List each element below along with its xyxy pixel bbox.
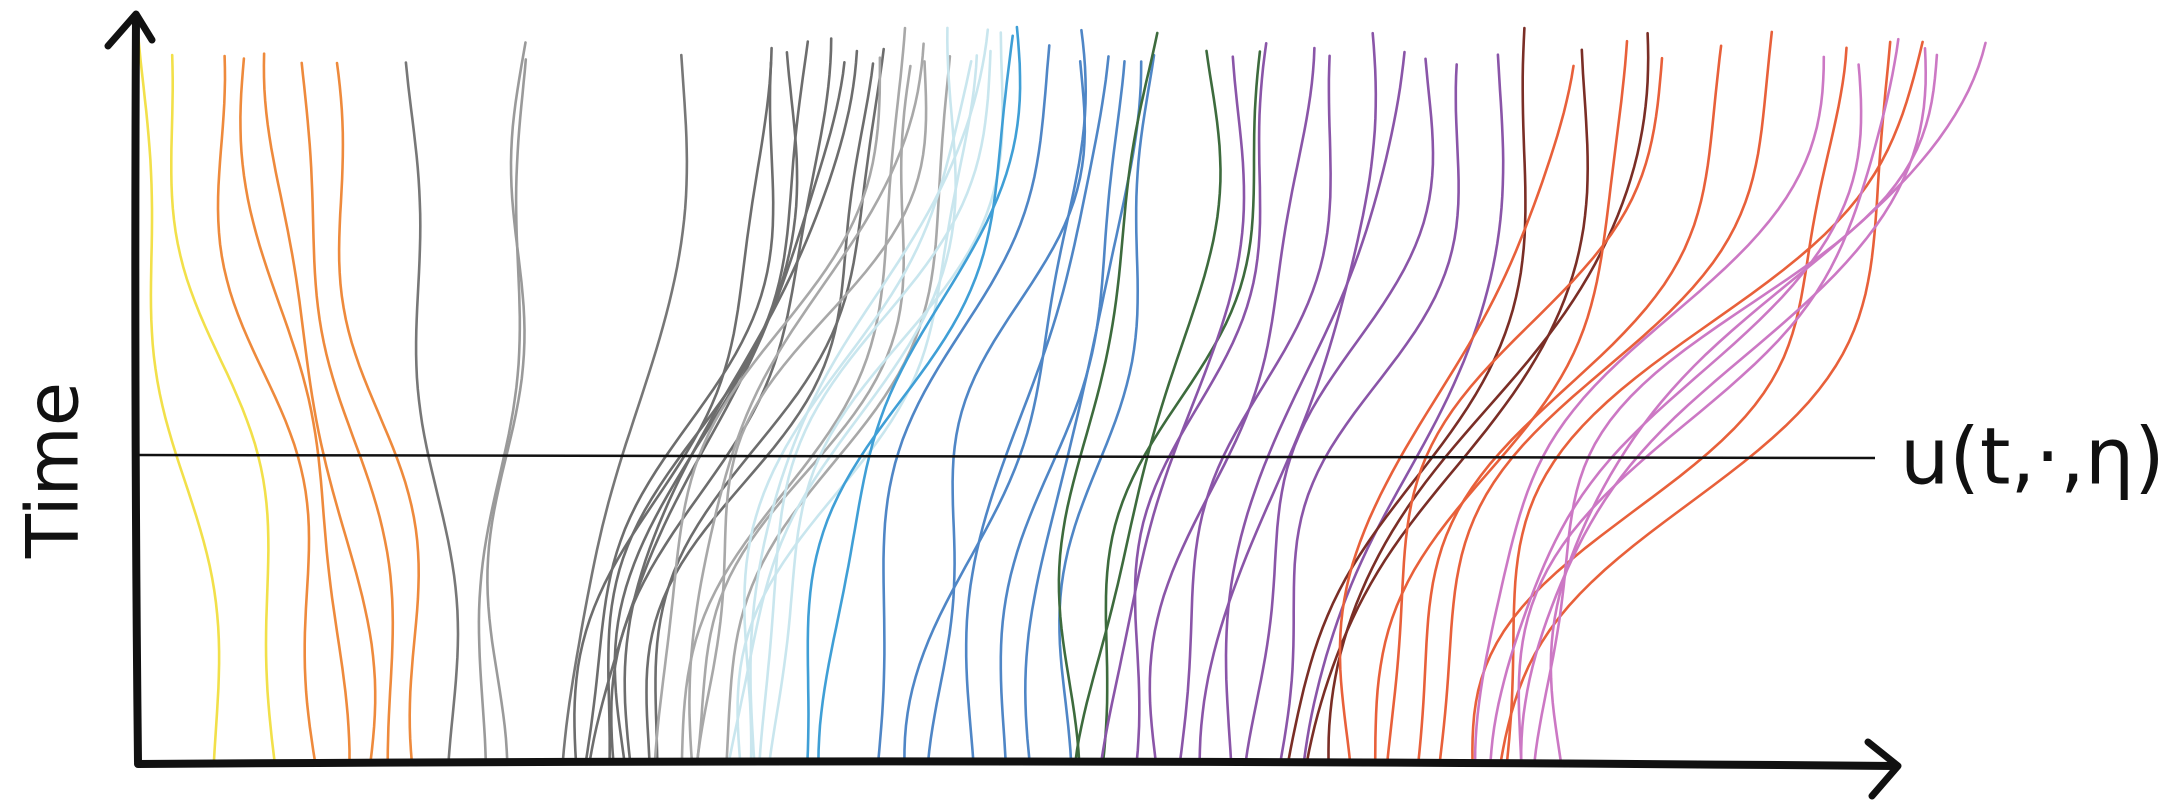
page: {"axes": {"y_label": "Time", "x_label": … xyxy=(0,0,2161,811)
trajectory xyxy=(1535,55,1937,762)
x-axis-label: u(t,·,η) xyxy=(1900,412,2161,502)
trajectory xyxy=(1375,41,1627,762)
trajectory xyxy=(744,61,971,762)
trajectory xyxy=(697,66,910,762)
y-axis-arrow xyxy=(108,14,152,46)
trajectory xyxy=(137,25,219,762)
trajectory xyxy=(1501,42,1891,762)
trajectory xyxy=(1418,46,1721,762)
x-axis xyxy=(138,761,1895,766)
trajectory xyxy=(337,63,419,762)
trajectory xyxy=(590,52,798,762)
trajectory xyxy=(1304,55,1503,762)
trajectory xyxy=(818,27,1020,762)
trajectory xyxy=(904,30,1085,762)
trajectory xyxy=(1103,52,1260,763)
trajectory xyxy=(487,43,525,763)
y-axis xyxy=(135,16,138,762)
trajectory xyxy=(171,55,274,762)
trajectory xyxy=(647,64,874,762)
trajectory xyxy=(1440,32,1772,762)
trajectory xyxy=(1519,39,1899,762)
trajectory xyxy=(1475,57,1824,762)
trajectories xyxy=(137,25,1985,762)
trajectory xyxy=(1507,42,1923,762)
y-axis-label: Time xyxy=(11,382,95,559)
sketch: Time u(t,·,η) xyxy=(0,0,2161,811)
trajectory xyxy=(1521,48,1926,762)
trajectory xyxy=(479,59,526,762)
trajectory xyxy=(1288,28,1525,762)
trajectory xyxy=(240,59,349,762)
trajectory xyxy=(1059,33,1157,762)
trajectory xyxy=(1135,43,1266,762)
